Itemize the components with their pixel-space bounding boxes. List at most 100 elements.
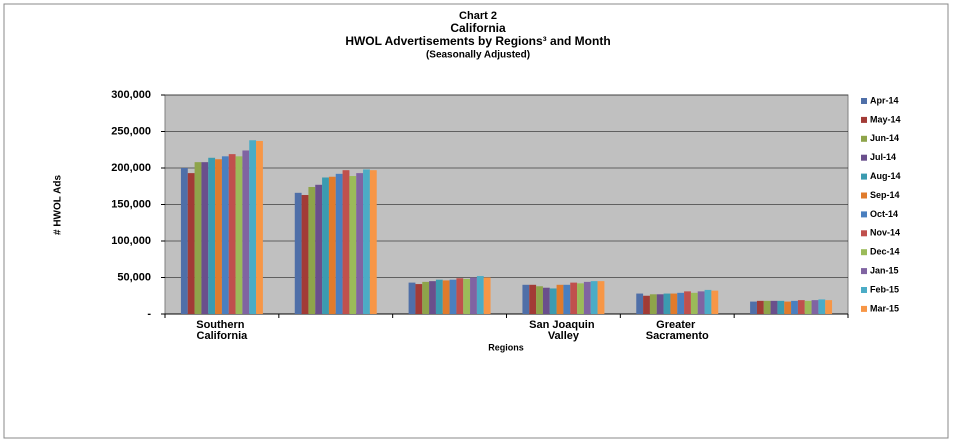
bar	[442, 280, 450, 314]
bar	[750, 301, 757, 314]
y-tick-label: 50,000	[117, 271, 151, 283]
bar	[356, 173, 364, 314]
bar	[549, 288, 557, 314]
legend-swatch	[861, 249, 867, 256]
bar	[335, 173, 343, 314]
legend-label: Jun-14	[870, 133, 899, 143]
y-tick-label: 100,000	[111, 235, 151, 247]
bar	[349, 176, 357, 314]
bar	[308, 186, 316, 314]
bar	[556, 284, 564, 314]
bar	[363, 169, 370, 314]
bar	[770, 300, 778, 314]
bar	[763, 300, 771, 314]
legend-label: Jan-15	[870, 265, 899, 275]
bar	[711, 290, 719, 314]
bar	[201, 162, 209, 314]
bar	[522, 284, 530, 314]
bar	[328, 176, 336, 314]
y-axis-label: # HWOL Ads	[53, 175, 64, 235]
bar	[684, 291, 691, 314]
bar	[235, 156, 243, 314]
legend-label: Oct-14	[870, 209, 898, 219]
x-tick-label: San Joaquin Valley	[529, 319, 597, 342]
bar	[187, 173, 195, 314]
bar	[429, 281, 436, 314]
bar	[597, 281, 605, 314]
bar	[208, 157, 216, 314]
bar	[777, 300, 785, 314]
bar	[656, 294, 664, 314]
bar	[483, 277, 491, 314]
bar	[294, 192, 302, 314]
y-tick-label: 250,000	[111, 125, 151, 137]
legend-swatch	[861, 173, 867, 180]
bar	[756, 300, 764, 314]
legend-swatch	[861, 305, 867, 312]
bar	[649, 294, 657, 314]
legend-label: Mar-15	[870, 303, 899, 313]
bar	[322, 177, 329, 314]
bar	[784, 301, 792, 314]
legend-swatch	[861, 230, 867, 237]
legend-label: Nov-14	[870, 228, 900, 238]
chart-note: (Seasonally Adjusted)	[426, 50, 530, 61]
bar	[563, 284, 571, 314]
y-tick-label: 300,000	[111, 89, 151, 101]
bar	[791, 300, 798, 314]
legend-swatch	[861, 116, 867, 123]
legend-swatch	[861, 211, 867, 218]
bar	[536, 286, 543, 314]
legend-label: Feb-15	[870, 284, 899, 294]
bar	[315, 184, 323, 314]
chart-subtitle: California	[450, 21, 506, 35]
legend-swatch	[861, 192, 867, 199]
bar	[818, 299, 826, 314]
legend-label: Aug-14	[870, 171, 901, 181]
bar	[690, 292, 698, 314]
legend-swatch	[861, 268, 867, 275]
bar	[422, 281, 430, 314]
bar	[369, 170, 377, 314]
bar	[342, 170, 350, 314]
x-tick-label: Greater Sacramento	[646, 319, 709, 342]
legend-swatch	[861, 135, 867, 142]
legend-label: Jul-14	[870, 152, 896, 162]
bar	[811, 300, 819, 314]
x-tick-label: Southern California	[196, 319, 248, 342]
bar	[476, 276, 484, 314]
bar	[677, 292, 685, 314]
bar	[542, 287, 550, 314]
y-tick-label: 150,000	[111, 198, 151, 210]
chart-title: Chart 2	[459, 10, 497, 22]
bar	[704, 289, 712, 314]
bar	[242, 150, 250, 314]
legend-label: May-14	[870, 114, 901, 124]
bar	[194, 162, 202, 314]
bar	[670, 293, 678, 314]
bar	[463, 278, 471, 314]
bar	[697, 291, 705, 314]
bar	[228, 154, 236, 314]
bar	[577, 283, 584, 314]
bar	[221, 156, 229, 314]
legend-swatch	[861, 98, 867, 104]
bar	[456, 278, 464, 314]
bar	[643, 295, 650, 314]
bar	[636, 293, 644, 314]
chart-title2: HWOL Advertisements by Regions³ and Mont…	[345, 34, 610, 48]
x-axis-label: Regions	[488, 342, 524, 352]
bar	[570, 282, 578, 314]
bar	[415, 284, 423, 314]
bar	[529, 284, 537, 314]
legend-swatch	[861, 287, 867, 293]
legend-label: Sep-14	[870, 190, 900, 200]
bar	[435, 279, 443, 314]
bar	[256, 140, 263, 314]
legend-label: Dec-14	[870, 247, 900, 257]
y-tick-label: -	[147, 308, 151, 320]
bar	[825, 300, 833, 314]
bar	[797, 300, 805, 314]
bar	[408, 282, 416, 314]
